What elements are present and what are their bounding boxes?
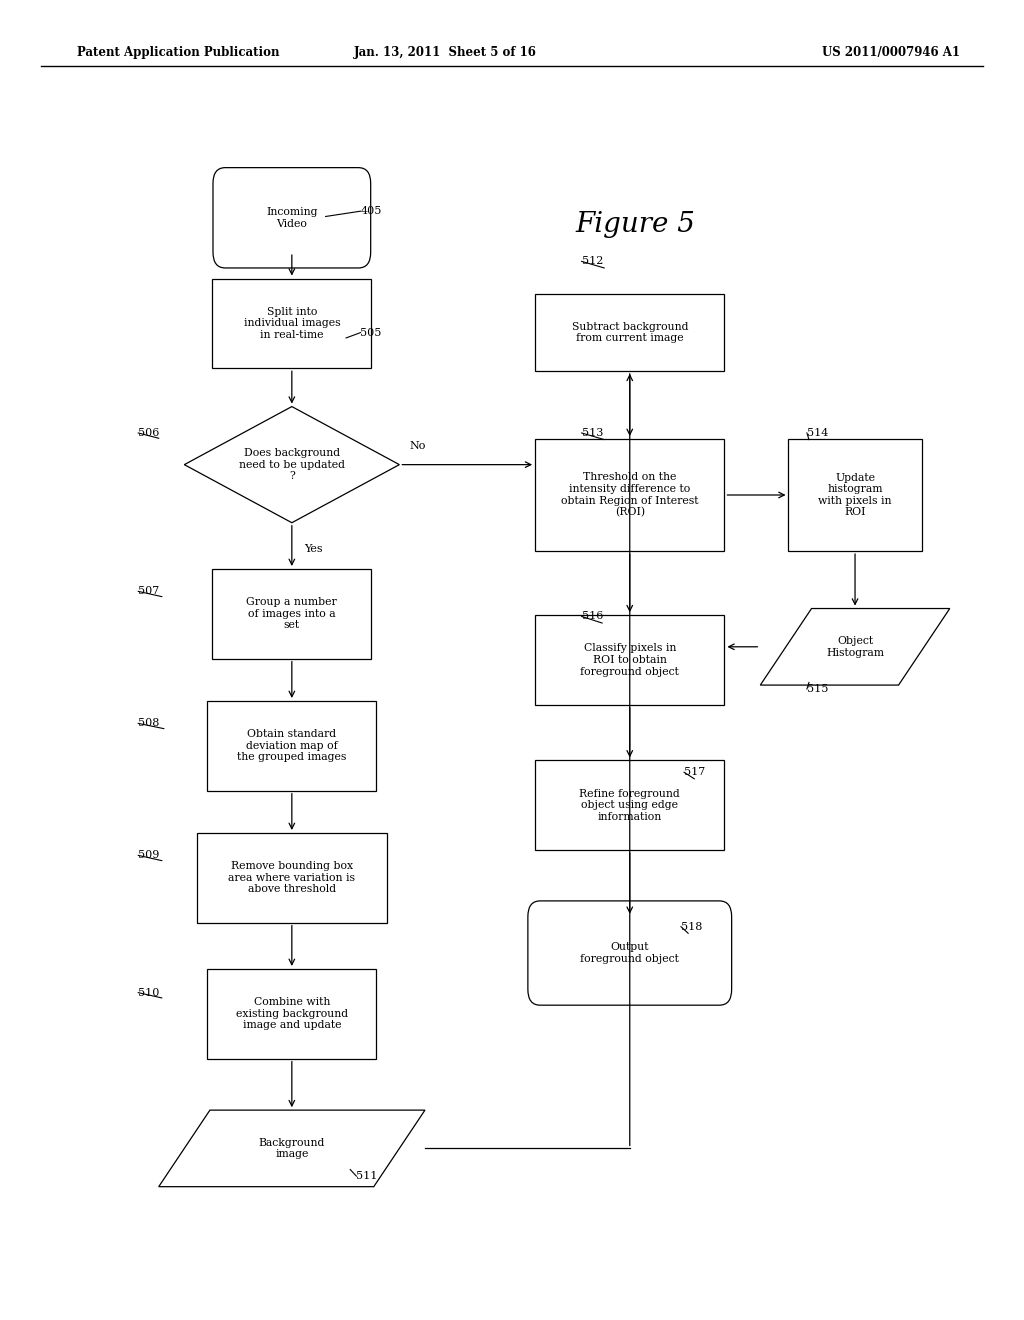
Text: 510: 510 xyxy=(138,987,160,998)
Text: Does background
need to be updated
?: Does background need to be updated ? xyxy=(239,447,345,482)
Text: 512: 512 xyxy=(582,256,603,267)
Text: 514: 514 xyxy=(807,428,828,438)
Text: Jan. 13, 2011  Sheet 5 of 16: Jan. 13, 2011 Sheet 5 of 16 xyxy=(354,46,537,59)
Text: 513: 513 xyxy=(582,428,603,438)
FancyBboxPatch shape xyxy=(528,900,731,1006)
Polygon shape xyxy=(184,407,399,523)
Text: Figure 5: Figure 5 xyxy=(574,211,695,238)
Polygon shape xyxy=(159,1110,425,1187)
FancyBboxPatch shape xyxy=(535,438,725,552)
Text: Update
histogram
with pixels in
ROI: Update histogram with pixels in ROI xyxy=(818,473,892,517)
Text: 518: 518 xyxy=(681,921,702,932)
FancyBboxPatch shape xyxy=(535,294,725,371)
FancyBboxPatch shape xyxy=(207,701,376,791)
Text: Split into
individual images
in real-time: Split into individual images in real-tim… xyxy=(244,306,340,341)
Text: Threshold on the
intensity difference to
obtain Region of Interest
(ROI): Threshold on the intensity difference to… xyxy=(561,473,698,517)
FancyBboxPatch shape xyxy=(213,168,371,268)
Text: Object
Histogram: Object Histogram xyxy=(826,636,884,657)
Text: Incoming
Video: Incoming Video xyxy=(266,207,317,228)
Text: 507: 507 xyxy=(138,586,160,597)
Text: 509: 509 xyxy=(138,850,160,861)
FancyBboxPatch shape xyxy=(212,279,371,368)
Text: 515: 515 xyxy=(807,684,828,694)
Text: Yes: Yes xyxy=(304,544,323,554)
Text: No: No xyxy=(410,441,426,451)
Text: Classify pixels in
ROI to obtain
foreground object: Classify pixels in ROI to obtain foregro… xyxy=(581,643,679,677)
Text: 517: 517 xyxy=(684,767,706,777)
Text: 508: 508 xyxy=(138,718,160,729)
Text: 506: 506 xyxy=(138,428,160,438)
Text: Group a number
of images into a
set: Group a number of images into a set xyxy=(247,597,337,631)
Text: Remove bounding box
area where variation is
above threshold: Remove bounding box area where variation… xyxy=(228,861,355,895)
Text: Background
image: Background image xyxy=(259,1138,325,1159)
FancyBboxPatch shape xyxy=(197,833,386,923)
Polygon shape xyxy=(760,609,950,685)
Text: 505: 505 xyxy=(360,327,382,338)
FancyBboxPatch shape xyxy=(788,438,922,552)
Text: Patent Application Publication: Patent Application Publication xyxy=(77,46,280,59)
FancyBboxPatch shape xyxy=(207,969,376,1059)
Text: Obtain standard
deviation map of
the grouped images: Obtain standard deviation map of the gro… xyxy=(238,729,346,763)
FancyBboxPatch shape xyxy=(535,615,725,705)
Text: Combine with
existing background
image and update: Combine with existing background image a… xyxy=(236,997,348,1031)
FancyBboxPatch shape xyxy=(212,569,371,659)
Text: Output
foreground object: Output foreground object xyxy=(581,942,679,964)
Text: Refine foreground
object using edge
information: Refine foreground object using edge info… xyxy=(580,788,680,822)
FancyBboxPatch shape xyxy=(535,760,725,850)
Text: 511: 511 xyxy=(356,1171,378,1181)
Text: US 2011/0007946 A1: US 2011/0007946 A1 xyxy=(822,46,959,59)
Text: Subtract background
from current image: Subtract background from current image xyxy=(571,322,688,343)
Text: 516: 516 xyxy=(582,611,603,622)
Text: 405: 405 xyxy=(360,206,382,216)
